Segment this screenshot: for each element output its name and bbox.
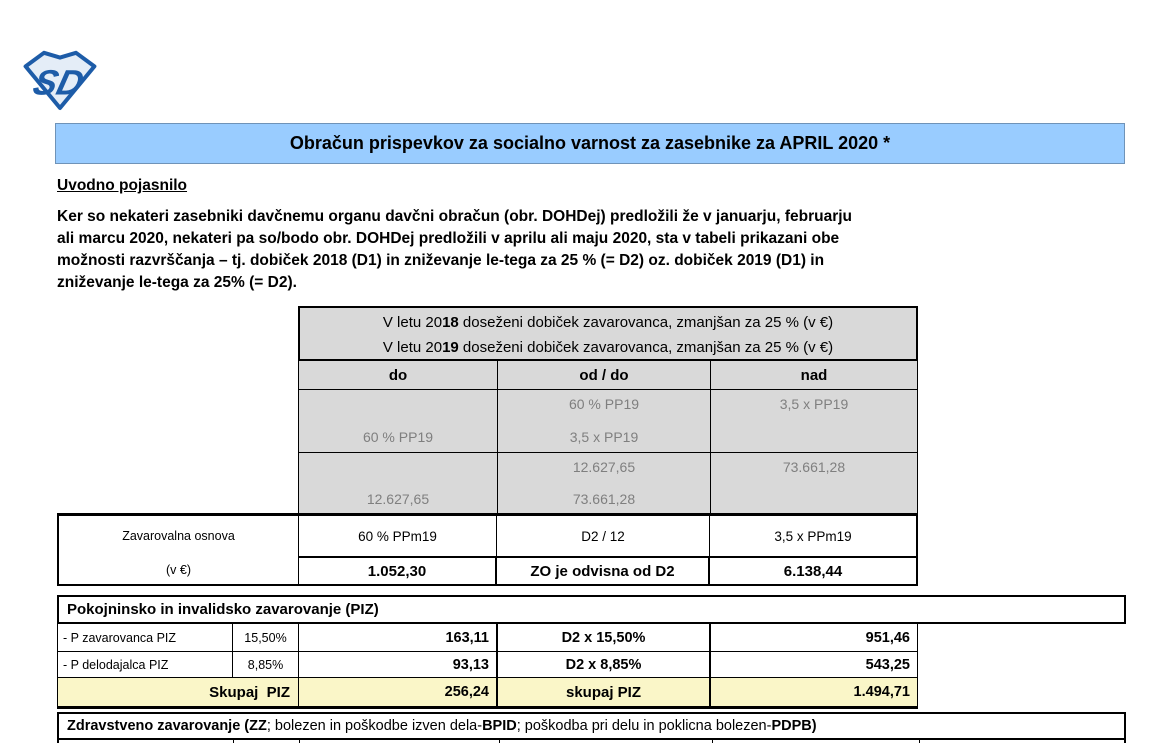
piz-total-amount: 256,24 [299, 678, 498, 706]
range-header-line-2019: V letu 2019 doseženi dobiček zavarovanca… [382, 339, 834, 356]
insurance-base-label: Zavarovalna osnova [122, 529, 235, 543]
table-row-piz-total: Skupaj PIZ 256,24 skupaj PIZ 1.494,71 [58, 678, 917, 709]
logo-shield-shape [23, 50, 97, 110]
base-value-od-do: ZO je odvisna od D2 [497, 558, 710, 584]
amount-do-cell: 12.627,65 [299, 453, 498, 514]
piz-row-amount: 163,11 [299, 624, 498, 651]
range-column-header-row: do od / do nad [299, 361, 917, 390]
piz-total-formula: skupaj PIZ [498, 678, 711, 706]
insurance-base-values: 60 % PPm19 D2 / 12 3,5 x PPm19 1.052,30 … [299, 516, 916, 584]
amount-do2-value: 73.661,28 [572, 491, 636, 507]
range-header-line-2018: V letu 2018 doseženi dobiček zavarovanca… [382, 314, 834, 331]
range-table-header: V letu 2018 doseženi dobiček zavarovanca… [298, 306, 918, 361]
amount-nad-value: 73.661,28 [782, 459, 846, 475]
amount-od-value: 12.627,65 [572, 459, 636, 475]
pp-od-do-cell: 60 % PP19 3,5 x PP19 [498, 390, 711, 452]
piz-total-amount-max: 1.494,71 [711, 678, 917, 706]
amount-od-do-cell: 12.627,65 73.661,28 [498, 453, 711, 514]
piz-total-label: Skupaj PIZ [58, 678, 299, 706]
piz-section-header: Pokojninsko in invalidsko zavarovanje (P… [57, 595, 1126, 624]
col-header-od-do: od / do [498, 361, 711, 389]
pp-do-cell: 60 % PP19 [299, 390, 498, 452]
pp-nad-value: 3,5 x PP19 [779, 396, 849, 412]
base-formula-do: 60 % PPm19 [299, 516, 497, 556]
intro-paragraph: Ker so nekateri zasebniki davčnemu organ… [57, 208, 852, 291]
col-header-do: do [299, 361, 498, 389]
zz-section-header: Zdravstveno zavarovanje (ZZ; bolezen in … [57, 712, 1126, 740]
base-value-do: 1.052,30 [299, 558, 497, 584]
base-formula-nad: 3,5 x PPm19 [774, 528, 852, 544]
table-row-piz-delodajalca: - P delodajalca PIZ 8,85% 93,13 D2 x 8,8… [58, 652, 917, 678]
insurance-base-row: Zavarovalna osnova (v €) 60 % PPm19 D2 /… [57, 513, 918, 586]
piz-row-amount-max: 543,25 [865, 656, 910, 673]
page-title: Obračun prispevkov za socialno varnost z… [289, 133, 891, 153]
piz-row-label: - P delodajalca PIZ [58, 652, 233, 677]
amount-threshold-row: 12.627,65 12.627,65 73.661,28 73.661,28 [299, 453, 917, 514]
intro-heading: Uvodno pojasnilo [57, 177, 188, 194]
pp-threshold-row: 60 % PP19 60 % PP19 3,5 x PP19 3,5 x PP1… [299, 390, 917, 453]
piz-row-amount-max: 951,46 [865, 629, 910, 646]
base-value-nad: 6.138,44 [783, 562, 843, 580]
cell-divider [233, 740, 234, 743]
piz-table: - P zavarovanca PIZ 15,50% 163,11 D2 x 1… [57, 624, 918, 709]
pp-od-value: 60 % PP19 [568, 396, 640, 412]
cell-divider [919, 740, 920, 743]
logo-letters: SD [29, 63, 88, 102]
piz-row-amount: 93,13 [299, 652, 498, 677]
cell-divider [499, 740, 500, 743]
piz-row-formula: D2 x 15,50% [498, 624, 711, 651]
piz-row-rate: 8,85% [233, 652, 299, 677]
cell-divider [712, 740, 713, 743]
col-header-nad: nad [800, 366, 828, 384]
amount-do-value: 12.627,65 [366, 491, 430, 507]
base-formula-od-do: D2 / 12 [497, 516, 710, 556]
amount-nad-cell: 73.661,28 [711, 453, 917, 514]
profit-range-table: V letu 2018 doseženi dobiček zavarovanca… [298, 306, 918, 514]
table-row-piz-zavarovanca: - P zavarovanca PIZ 15,50% 163,11 D2 x 1… [58, 624, 917, 652]
pp-nad-cell: 3,5 x PP19 [711, 390, 917, 452]
piz-row-rate: 15,50% [233, 624, 299, 651]
title-banner: Obračun prispevkov za socialno varnost z… [55, 123, 1125, 164]
piz-section-title: Pokojninsko in invalidsko zavarovanje (P… [67, 601, 379, 618]
insurance-base-unit: (v €) [166, 563, 191, 577]
pp-do2-value: 3,5 x PP19 [569, 429, 639, 445]
insurance-base-label-cell: Zavarovalna osnova (v €) [59, 516, 299, 584]
cell-divider [299, 740, 300, 743]
sd-logo-icon: SD [23, 50, 97, 110]
pp-do-value: 60 % PP19 [362, 429, 434, 445]
zz-table-partial-row [57, 740, 1126, 743]
base-formula-row: 60 % PPm19 D2 / 12 3,5 x PPm19 [299, 516, 916, 556]
range-table-body: do od / do nad 60 % PP19 60 % PP19 3,5 x… [298, 361, 918, 514]
base-value-row: 1.052,30 ZO je odvisna od D2 6.138,44 [299, 556, 916, 584]
piz-row-label: - P zavarovanca PIZ [58, 624, 233, 651]
piz-row-formula: D2 x 8,85% [498, 652, 711, 677]
zz-section-title: Zdravstveno zavarovanje (ZZ; bolezen in … [67, 718, 817, 734]
